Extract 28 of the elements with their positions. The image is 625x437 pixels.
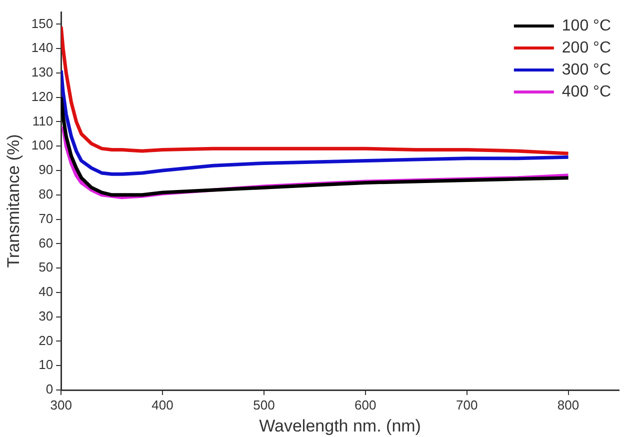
y-axis-title: Transmitance (%) bbox=[4, 134, 23, 268]
legend-label: 400 °C bbox=[562, 83, 611, 100]
x-tick-label: 600 bbox=[354, 397, 376, 412]
y-tick-label: 150 bbox=[31, 16, 54, 31]
x-tick-label: 500 bbox=[253, 397, 275, 412]
x-tick-label: 400 bbox=[152, 397, 174, 412]
y-tick-label: 90 bbox=[38, 162, 54, 178]
y-tick-label: 120 bbox=[31, 88, 54, 104]
x-tick-label: 300 bbox=[50, 397, 72, 412]
y-tick-label: 100 bbox=[31, 138, 54, 153]
y-tick-label: 110 bbox=[32, 113, 54, 128]
y-tick-label: 80 bbox=[38, 186, 54, 202]
x-tick-label: 700 bbox=[456, 397, 478, 412]
y-tick-label: 40 bbox=[38, 284, 54, 300]
x-tick-label: 800 bbox=[557, 397, 580, 412]
y-tick-label: 130 bbox=[31, 64, 54, 80]
y-tick-label: 50 bbox=[38, 260, 54, 275]
x-axis-title: Wavelength nm. (nm) bbox=[259, 416, 421, 436]
y-tick-label: 140 bbox=[31, 40, 54, 56]
y-tick-label: 70 bbox=[38, 210, 54, 226]
y-tick-label: 10 bbox=[38, 357, 54, 372]
y-tick-label: 0 bbox=[46, 382, 54, 397]
y-tick-label: 20 bbox=[38, 332, 54, 348]
legend-label: 100 °C bbox=[562, 17, 611, 34]
y-tick-label: 30 bbox=[38, 308, 54, 324]
legend-label: 300 °C bbox=[562, 61, 611, 78]
legend-label: 200 °C bbox=[562, 39, 611, 56]
y-tick-label: 60 bbox=[38, 235, 54, 250]
